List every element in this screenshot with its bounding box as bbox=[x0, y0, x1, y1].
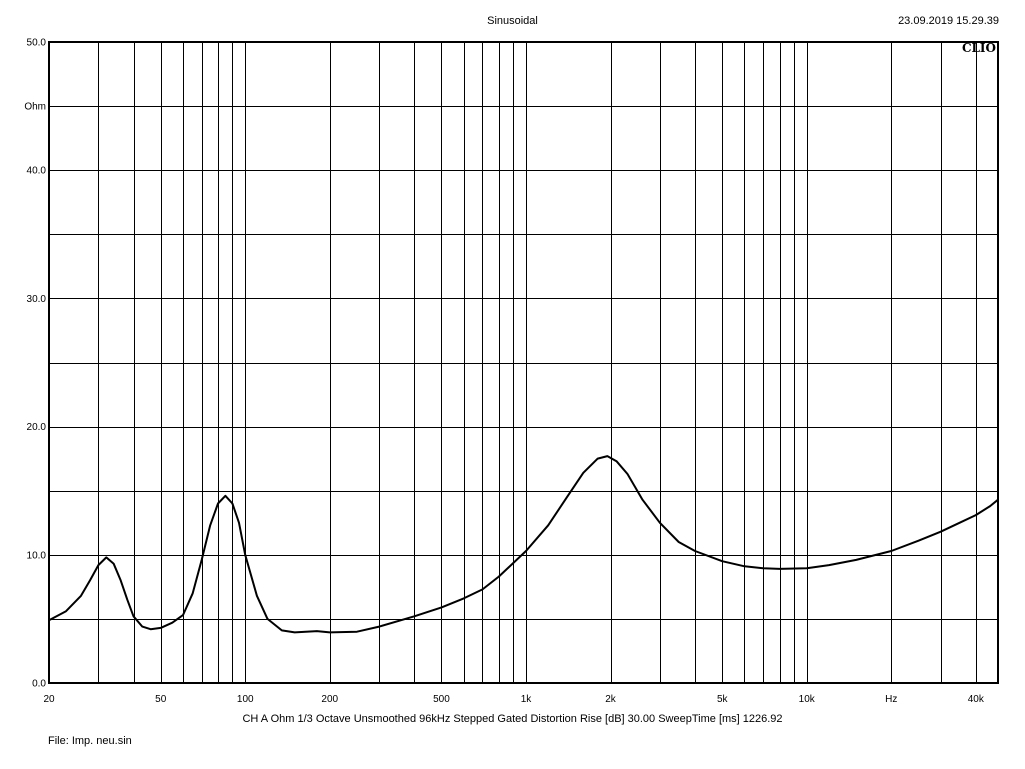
y-tick-label: 30.0 bbox=[27, 294, 47, 305]
timestamp: 23.09.2019 15.29.39 bbox=[898, 15, 999, 27]
y-tick-label: Ohm bbox=[24, 102, 46, 113]
x-tick-label: 500 bbox=[433, 694, 450, 705]
clio-logo: CLIO bbox=[961, 41, 996, 55]
file-name: File: Imp. neu.sin bbox=[48, 735, 132, 747]
curve-layer bbox=[48, 455, 999, 634]
measurement-settings: CH A Ohm 1/3 Octave Unsmoothed 96kHz Ste… bbox=[242, 713, 783, 725]
x-tick-label: 1k bbox=[521, 694, 533, 705]
y-axis-ticks: 0.0 10.0 20.0 30.0 40.0 Ohm 50.0 bbox=[24, 38, 46, 690]
x-tick-label: 40k bbox=[968, 694, 985, 705]
y-tick-label: 40.0 bbox=[27, 166, 47, 177]
x-axis-ticks: 20 50 100 200 500 1k 2k 5k 10k Hz 40k bbox=[43, 694, 984, 705]
x-tick-label: 200 bbox=[321, 694, 338, 705]
y-tick-label: 20.0 bbox=[27, 422, 47, 433]
impedance-curve-0 bbox=[48, 455, 999, 634]
grid-lines bbox=[49, 42, 998, 683]
y-tick-label: 10.0 bbox=[27, 550, 47, 561]
x-tick-label: 20 bbox=[43, 694, 55, 705]
x-tick-label: 100 bbox=[237, 694, 254, 705]
x-tick-label: 10k bbox=[799, 694, 816, 705]
x-tick-label: 50 bbox=[155, 694, 167, 705]
x-tick-label: 2k bbox=[605, 694, 617, 705]
plot-frame bbox=[48, 41, 999, 684]
x-tick-label: 5k bbox=[717, 694, 729, 705]
chart-title: Sinusoidal bbox=[487, 15, 538, 27]
y-tick-label: 50.0 bbox=[27, 38, 47, 49]
y-tick-label: 0.0 bbox=[32, 679, 46, 690]
x-tick-label: Hz bbox=[885, 694, 897, 705]
